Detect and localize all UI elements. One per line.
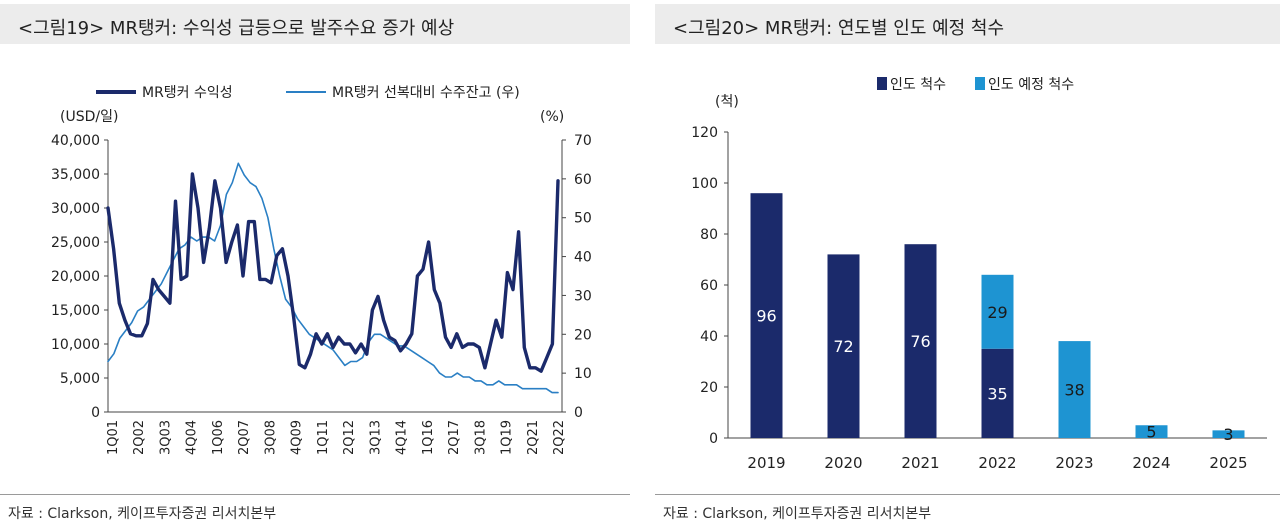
- x-axis-tick-label: 2025: [1209, 454, 1247, 472]
- divider: [0, 494, 630, 495]
- x-axis-tick-label: 2019: [747, 454, 785, 472]
- series-line-orderbook-ratio: [107, 162, 559, 394]
- right-axis-unit: (%): [540, 109, 564, 125]
- x-axis-tick-label: 2024: [1132, 454, 1170, 472]
- left-axis-tick-label: 30,000: [51, 201, 100, 217]
- bar-value-label: 72: [833, 337, 853, 356]
- x-axis-tick-label: 1Q16: [421, 420, 436, 455]
- bar-delivered: [750, 193, 783, 438]
- bar-value-label: 29: [987, 303, 1007, 322]
- title-bar: <그림19> MR탱커: 수익성 급등으로 발주수요 증가 예상: [0, 4, 630, 44]
- x-axis-tick-label: 3Q13: [368, 420, 383, 455]
- legend-label-orderbook: MR탱커 선복대비 수주잔고 (우): [332, 85, 520, 101]
- x-axis-tick-label: 2Q12: [342, 420, 357, 455]
- left-axis-tick-label: 25,000: [51, 235, 100, 251]
- x-axis-tick-label: 2Q21: [526, 420, 541, 455]
- bar-delivered: [981, 348, 1014, 438]
- x-axis-tick-label: 3Q18: [473, 420, 488, 455]
- bar-scheduled: [981, 274, 1014, 349]
- x-axis-tick-label: 1Q11: [316, 420, 331, 455]
- y-axis-tick-label: 0: [709, 431, 718, 447]
- x-axis-tick-label: 3Q03: [158, 420, 173, 455]
- chart-title: <그림19> MR탱커: 수익성 급등으로 발주수요 증가 예상: [18, 18, 455, 39]
- legend-label-scheduled: 인도 예정 척수: [988, 77, 1074, 93]
- y-axis-tick-label: 100: [691, 176, 718, 192]
- right-axis-tick-label: 70: [574, 133, 592, 149]
- bar-scheduled: [1058, 341, 1091, 438]
- series-line-earnings: [106, 172, 560, 373]
- legend-swatch-delivered: [877, 77, 887, 90]
- right-axis-tick-label: 20: [574, 327, 592, 343]
- right-axis-tick-label: 50: [574, 211, 592, 227]
- left-axis-tick-label: 15,000: [51, 303, 100, 319]
- bar-value-label: 96: [756, 307, 776, 326]
- legend-label-earnings: MR탱커 수익성: [142, 85, 233, 101]
- bar-value-label: 5: [1146, 423, 1156, 442]
- y-axis-tick-label: 60: [700, 278, 718, 294]
- bar-delivered: [827, 254, 860, 438]
- x-axis-tick-label: 1Q01: [106, 420, 121, 455]
- y-axis-unit: (척): [715, 94, 739, 110]
- x-axis-tick-label: 2023: [1055, 454, 1093, 472]
- panel-delivery-chart: <그림20> MR탱커: 연도별 인도 예정 척수 인도 척수 인도 예정 척수 (…: [655, 0, 1280, 530]
- left-axis-tick-label: 20,000: [51, 269, 100, 285]
- y-axis-tick-label: 20: [700, 380, 718, 396]
- bar-chart: 인도 척수 인도 예정 척수 (척) 0 20 40 60 80 100 120 2019 96 202…: [691, 77, 1267, 472]
- right-axis-tick-label: 0: [574, 405, 583, 421]
- x-axis-tick-label: 1Q06: [211, 420, 226, 455]
- x-axis-tick-label: 2Q07: [237, 420, 252, 455]
- source-note: 자료 : Clarkson, 케이프투자증권 리서치본부: [663, 506, 932, 522]
- x-axis-tick-label: 3Q08: [263, 420, 278, 455]
- left-axis-tick-label: 40,000: [51, 133, 100, 149]
- x-axis-tick-label: 2Q02: [132, 420, 147, 455]
- x-axis-tick-label: 1Q19: [500, 420, 515, 455]
- left-axis-tick-label: 0: [91, 405, 100, 421]
- x-axis-tick-label: 4Q14: [395, 420, 410, 455]
- title-bar: <그림20> MR탱커: 연도별 인도 예정 척수: [655, 4, 1280, 44]
- x-axis-tick-label: 2Q22: [552, 420, 567, 455]
- chart-title: <그림20> MR탱커: 연도별 인도 예정 척수: [673, 18, 1005, 39]
- y-axis-tick-label: 80: [700, 227, 718, 243]
- bar-delivered: [904, 244, 937, 438]
- bar-value-label: 35: [987, 384, 1007, 403]
- panel-earnings-chart: <그림19> MR탱커: 수익성 급등으로 발주수요 증가 예상 MR탱커 수익…: [0, 0, 630, 530]
- left-axis-tick-label: 10,000: [51, 337, 100, 353]
- x-axis-tick-label: 4Q04: [185, 420, 200, 455]
- line-chart: MR탱커 수익성 MR탱커 선복대비 수주잔고 (우) (USD/일) (%) 0 5,0…: [51, 85, 592, 455]
- bar-value-label: 76: [910, 332, 930, 351]
- x-axis-tick-label: 2020: [824, 454, 862, 472]
- x-axis-tick-label: 4Q09: [290, 420, 305, 455]
- right-axis-tick-label: 10: [574, 366, 592, 382]
- legend-swatch-scheduled: [975, 77, 985, 90]
- left-axis-tick-label: 5,000: [60, 371, 100, 387]
- left-axis-unit: (USD/일): [60, 109, 118, 125]
- bar-value-label: 38: [1064, 381, 1084, 400]
- right-axis-tick-label: 40: [574, 250, 592, 266]
- right-axis-tick-label: 60: [574, 172, 592, 188]
- right-axis-tick-label: 30: [574, 288, 592, 304]
- bar-value-label: 3: [1223, 425, 1233, 444]
- source-note: 자료 : Clarkson, 케이프투자증권 리서치본부: [8, 506, 277, 522]
- left-axis-tick-label: 35,000: [51, 167, 100, 183]
- bar-scheduled: [1135, 425, 1168, 438]
- divider: [655, 494, 1280, 495]
- bar-scheduled: [1212, 430, 1245, 438]
- x-axis-tick-label: 2021: [901, 454, 939, 472]
- y-axis-tick-label: 40: [700, 329, 718, 345]
- legend-label-delivered: 인도 척수: [890, 77, 946, 93]
- x-axis-tick-label: 2022: [978, 454, 1016, 472]
- y-axis-tick-label: 120: [691, 125, 718, 141]
- x-axis-tick-label: 2Q17: [447, 420, 462, 455]
